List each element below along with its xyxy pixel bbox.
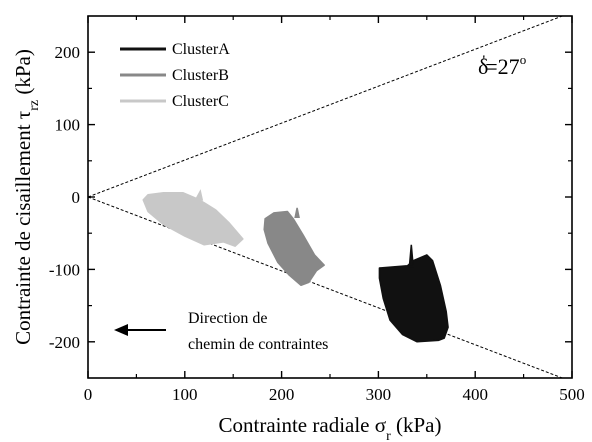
y-axis-title-main: Contrainte de cisaillement τ [11, 111, 35, 345]
cluster-clustera [378, 244, 449, 343]
delta-degree: o [520, 52, 527, 67]
cluster-clusterb [263, 207, 325, 287]
direction-arrow-head [114, 324, 128, 336]
y-tick-label: 100 [55, 116, 81, 135]
x-axis-title-sub: r [386, 429, 391, 442]
clusters [142, 189, 449, 343]
legend: ClusterA ClusterB ClusterC [120, 41, 230, 110]
cluster-spike [408, 244, 415, 268]
x-tick-label: 0 [84, 385, 93, 404]
x-tick-labels: 0 100 200 300 400 500 [84, 385, 585, 404]
legend-label: ClusterB [172, 67, 229, 84]
y-axis-title: Contrainte de cisaillement τrz (kPa) [11, 49, 42, 345]
direction-label-line1: Direction de [188, 310, 268, 327]
x-tick-label: 500 [559, 385, 585, 404]
cluster-clusterc [142, 189, 244, 247]
delta-value: =27 [485, 54, 519, 79]
y-tick-label: -100 [49, 260, 80, 279]
cluster-area [263, 210, 325, 287]
delta-prime: ' [482, 53, 485, 70]
legend-label: ClusterA [172, 41, 230, 58]
cluster-spike [294, 207, 300, 219]
axis-ticks [87, 16, 573, 378]
legend-label: ClusterC [172, 93, 229, 110]
x-axis-title: Contrainte radiale σr (kPa) [218, 413, 441, 442]
y-tick-label: -200 [49, 333, 80, 352]
x-tick-label: 300 [366, 385, 392, 404]
y-axis-title-sub: rz [27, 100, 42, 111]
y-tick-label: 0 [72, 188, 81, 207]
y-tick-label: 200 [55, 43, 81, 62]
delta-symbol: δ [478, 54, 488, 79]
x-tick-label: 200 [269, 385, 295, 404]
cluster-area [142, 191, 244, 247]
delta-annotation: δ'=27o [478, 52, 526, 79]
x-tick-label: 400 [462, 385, 488, 404]
x-axis-title-main: Contrainte radiale σ [218, 413, 386, 437]
cluster-area [378, 254, 449, 343]
x-axis-title-unit: (kPa) [391, 413, 442, 437]
y-tick-labels: 200 100 0 -100 -200 [49, 43, 80, 352]
envelope-line [87, 15, 563, 198]
x-tick-label: 100 [172, 385, 198, 404]
direction-label-line2: chemin de contraintes [188, 336, 328, 353]
y-axis-title-unit: (kPa) [11, 49, 35, 100]
cluster-spike [195, 189, 204, 201]
